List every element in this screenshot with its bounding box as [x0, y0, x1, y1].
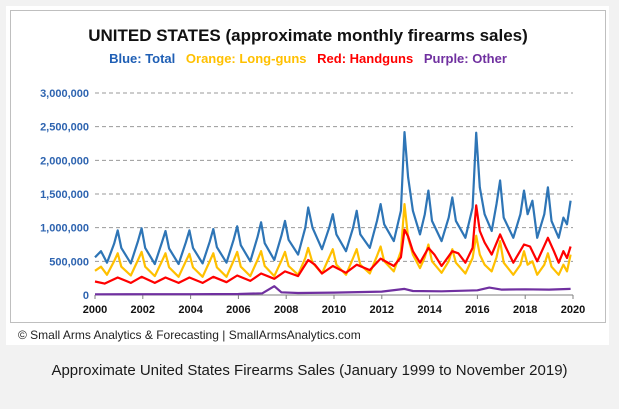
- x-tick-label: 2014: [417, 304, 442, 316]
- series-line-long_guns: [94, 203, 572, 278]
- x-tick-label: 2010: [322, 304, 346, 316]
- x-tick-label: 2018: [513, 304, 537, 316]
- x-tick-label: 2012: [370, 304, 394, 316]
- legend-handguns: Red: Handguns: [317, 51, 413, 66]
- series-lines: [94, 131, 572, 296]
- y-tick-label: 0: [83, 290, 89, 302]
- y-tick-label: 2,500,000: [40, 122, 89, 134]
- firearms-sales-line-chart: UNITED STATES (approximate monthly firea…: [40, 26, 585, 316]
- x-tick-label: 2002: [131, 304, 155, 316]
- x-tick-label: 2006: [226, 304, 250, 316]
- legend-long-guns: Orange: Long-guns: [186, 51, 307, 66]
- y-tick-label: 2,000,000: [40, 155, 89, 167]
- x-tick-label: 2016: [465, 304, 489, 316]
- y-tick-label: 1,500,000: [40, 189, 89, 201]
- legend-other: Purple: Other: [424, 51, 507, 66]
- figure-frame: UNITED STATES (approximate monthly firea…: [6, 6, 609, 345]
- figure-caption: Approximate United States Firearms Sales…: [51, 362, 568, 379]
- x-tick-label: 2000: [83, 304, 107, 316]
- x-tick-label: 2008: [274, 304, 298, 316]
- series-line-total: [94, 131, 572, 266]
- x-tick-label: 2004: [178, 304, 203, 316]
- y-tick-label: 1,000,000: [40, 223, 89, 235]
- x-axis-ticks: 2000 2002 2004 2006 2008 2010 2012 2014 2016 2018…: [83, 295, 585, 316]
- x-tick-label: 2020: [561, 304, 585, 316]
- series-line-handguns: [94, 204, 572, 285]
- legend-total: Blue: Total: [109, 51, 175, 66]
- chart-credit: © Small Arms Analytics & Forecasting | S…: [18, 328, 361, 342]
- chart-title: UNITED STATES (approximate monthly firea…: [88, 26, 528, 45]
- y-tick-label: 500,000: [49, 256, 89, 268]
- series-line-other: [94, 285, 571, 296]
- y-tick-label: 3,000,000: [40, 88, 89, 100]
- chart-legend-line: Blue: Total Orange: Long-guns Red: Handg…: [109, 51, 507, 66]
- chart-container: UNITED STATES (approximate monthly firea…: [10, 10, 606, 323]
- y-axis-ticks: 0 500,000 1,000,000 1,500,000 2,000,000 2,500…: [40, 88, 89, 302]
